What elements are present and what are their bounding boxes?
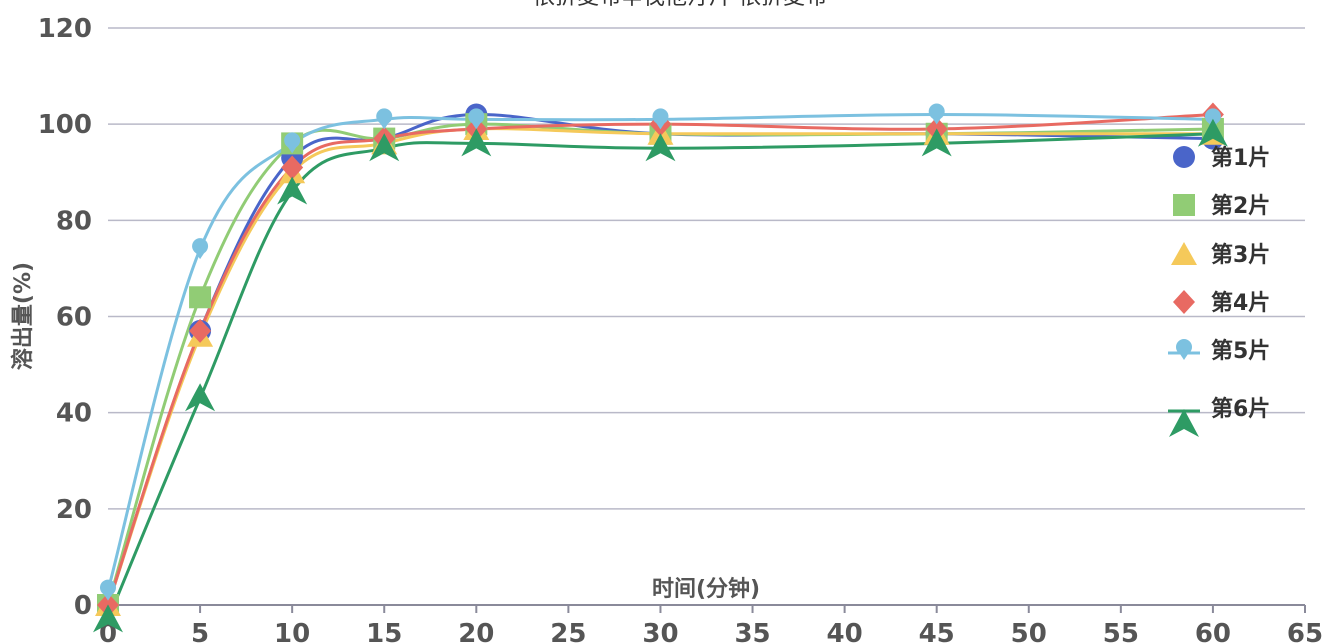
data-point xyxy=(189,318,212,343)
legend-item-5: 第5片 xyxy=(1168,338,1270,364)
pin-tip xyxy=(654,120,667,130)
series-line-4 xyxy=(106,113,1213,606)
pin-tip xyxy=(194,250,207,260)
data-point xyxy=(1197,118,1228,147)
pin-tip xyxy=(1178,351,1190,360)
legend-marker xyxy=(1173,146,1195,168)
x-tick-label: 10 xyxy=(274,619,310,644)
legend-label: 第6片 xyxy=(1211,396,1270,422)
data-point xyxy=(376,108,393,130)
x-tick-label: 5 xyxy=(191,619,209,644)
legend-label: 第4片 xyxy=(1211,290,1270,316)
data-point xyxy=(192,238,209,260)
series-line-5 xyxy=(106,113,1213,591)
data-point xyxy=(277,176,308,205)
x-tick-label: 55 xyxy=(1103,619,1139,644)
y-tick-label: 40 xyxy=(56,399,92,429)
legend-item-6: 第6片 xyxy=(1168,396,1270,437)
legend-item-2: 第2片 xyxy=(1173,193,1270,219)
data-point xyxy=(652,108,669,130)
series-line-3 xyxy=(106,127,1213,606)
gridlines xyxy=(108,27,1305,510)
x-axis: 0 5 10 15 20 25 30 35 40 45 50 55 60 65 xyxy=(99,604,1323,644)
data-point xyxy=(281,155,304,180)
data-point xyxy=(369,133,400,162)
data-point xyxy=(468,108,485,130)
y-tick-label: 100 xyxy=(38,110,92,140)
data-point xyxy=(93,604,123,633)
x-tick-label: 30 xyxy=(642,619,678,644)
pin-tip xyxy=(378,120,391,130)
legend-marker xyxy=(1176,339,1192,360)
legend-label: 第3片 xyxy=(1211,242,1270,268)
x-tick-label: 15 xyxy=(366,619,402,644)
data-point xyxy=(921,128,952,157)
x-axis-title: 时间(分钟) xyxy=(652,576,760,602)
x-tick-label: 60 xyxy=(1195,619,1231,644)
x-tick-label: 40 xyxy=(827,619,863,644)
y-tick-label: 60 xyxy=(56,303,92,333)
legend-item-4: 第4片 xyxy=(1173,290,1270,316)
chart-title: 依折麦布辛伐他汀片-依折麦布 xyxy=(533,0,827,10)
y-tick-label: 120 xyxy=(38,14,92,44)
x-tick-label: 65 xyxy=(1287,619,1323,644)
legend-item-3: 第3片 xyxy=(1171,242,1270,268)
y-axis-title: 溶出量(%) xyxy=(10,262,36,370)
pin-tip xyxy=(930,115,943,125)
legend-marker xyxy=(1169,409,1199,437)
y-tick-label: 20 xyxy=(56,495,92,525)
x-tick-label: 20 xyxy=(458,619,494,644)
x-tick-label: 45 xyxy=(919,619,955,644)
legend-marker xyxy=(1173,290,1195,314)
y-tick-label: 80 xyxy=(56,206,92,236)
legend-label: 第2片 xyxy=(1211,193,1270,219)
data-point xyxy=(928,103,945,125)
data-point xyxy=(189,286,212,309)
data-point xyxy=(461,128,492,157)
x-tick-label: 35 xyxy=(734,619,770,644)
data-point xyxy=(645,133,676,162)
x-tick-label: 50 xyxy=(1011,619,1047,644)
y-tick-label: 0 xyxy=(74,591,92,621)
legend-item-1: 第1片 xyxy=(1173,145,1270,171)
legend-label: 第5片 xyxy=(1211,338,1270,364)
data-point xyxy=(284,132,301,154)
series-markers xyxy=(93,102,1228,633)
series-line-6 xyxy=(106,132,1213,621)
series-lines xyxy=(106,113,1213,621)
pin-tip xyxy=(470,120,483,130)
x-tick-label: 25 xyxy=(550,619,586,644)
pin-tip xyxy=(102,591,114,601)
pin-tip xyxy=(286,144,299,154)
y-axis-labels: 0 20 40 60 80 100 120 xyxy=(38,14,92,621)
legend-marker xyxy=(1173,194,1195,216)
data-point xyxy=(185,383,216,412)
legend-label: 第1片 xyxy=(1211,145,1270,171)
legend-marker xyxy=(1171,242,1197,265)
data-point xyxy=(100,579,116,601)
